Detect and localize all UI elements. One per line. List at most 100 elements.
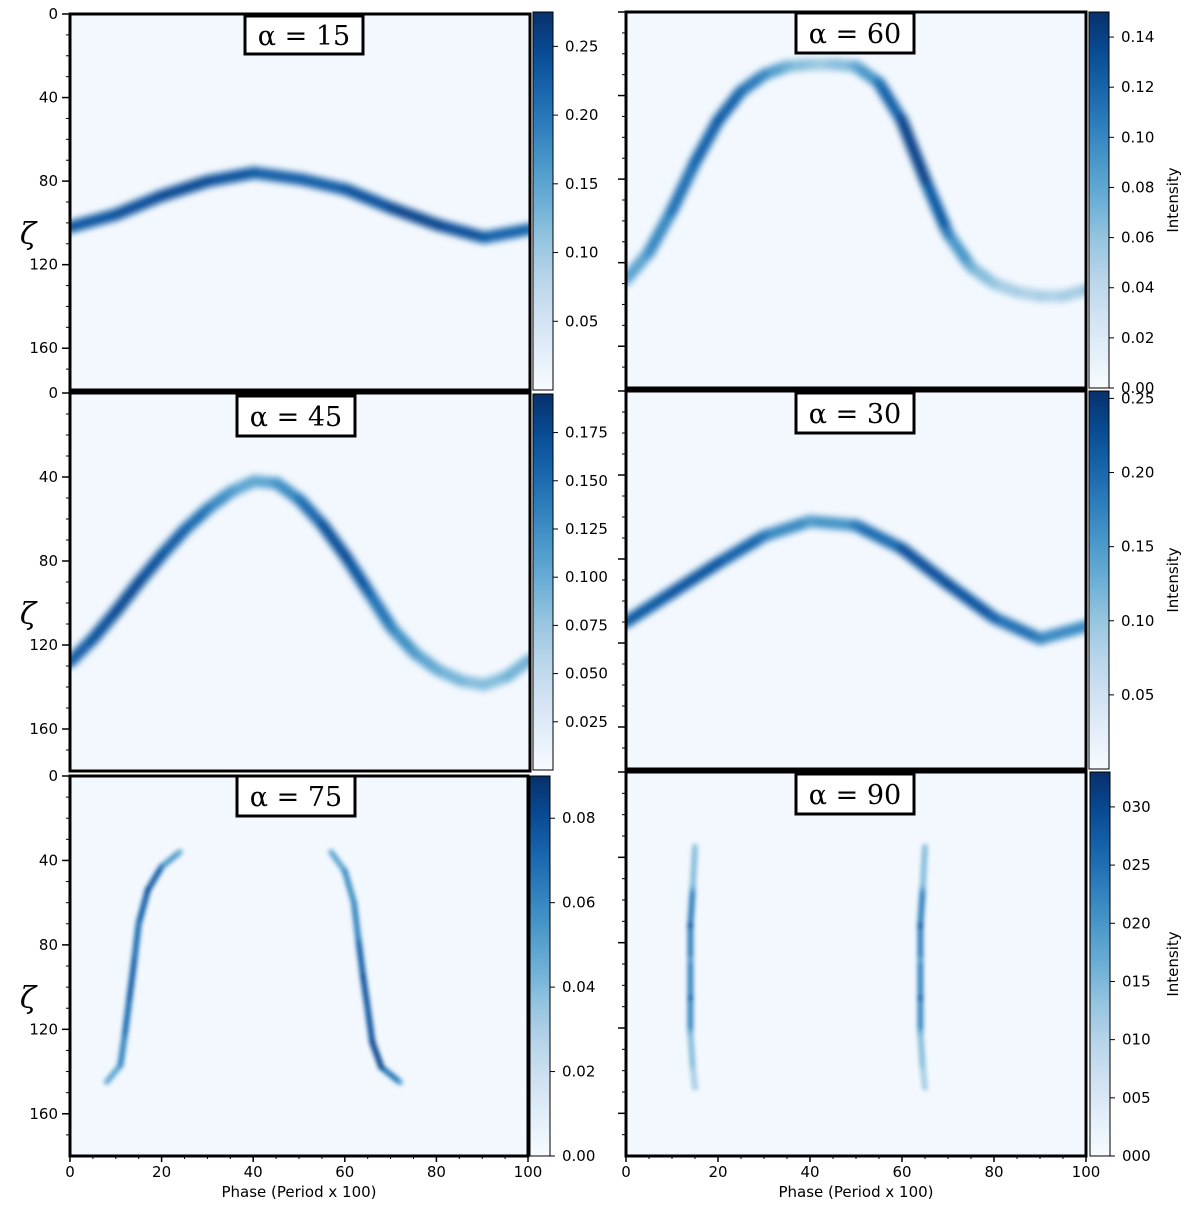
data-point	[144, 887, 151, 893]
x-tick-label: 20	[152, 1163, 171, 1181]
data-point	[295, 174, 305, 185]
band-segment	[103, 1062, 124, 1086]
band-segment	[432, 218, 490, 244]
band-segment	[643, 204, 678, 259]
data-point	[1058, 291, 1068, 302]
colorbar-tick-label: 0.00	[562, 1147, 595, 1165]
data-point	[126, 994, 133, 1001]
data-point	[1035, 291, 1045, 302]
band-segment	[70, 208, 122, 234]
data-point	[157, 190, 167, 201]
x-tick-label: 60	[335, 1163, 354, 1181]
band-segment	[126, 958, 138, 1001]
band-segment	[158, 849, 183, 870]
data-point	[687, 995, 694, 1002]
data-point	[456, 675, 466, 686]
data-point	[341, 551, 351, 562]
data-point	[922, 843, 928, 850]
colorbar-gradient	[532, 393, 554, 771]
data-point	[203, 503, 213, 514]
band-segment	[355, 937, 367, 980]
data-point	[1035, 633, 1045, 644]
y-tick-label: 0	[48, 767, 58, 785]
panel-1: 0 40 80 120 160 ζ α = 15 0.05 0.10 0.15 0.20 0.25	[20, 5, 598, 392]
y-axis-label: ζ	[20, 981, 38, 1016]
title-box	[794, 11, 916, 55]
x-tick-label: 20	[708, 1163, 727, 1181]
band-segment	[110, 576, 145, 618]
colorbar-tick-label: 0.02	[562, 1063, 595, 1081]
colorbar-tick-label: 0.100	[565, 568, 608, 586]
data-point	[341, 868, 348, 874]
y-tick-label: 160	[29, 1105, 58, 1123]
colorbar-tick-label: 025	[1122, 856, 1151, 874]
band-segment	[363, 586, 398, 635]
band-segment	[340, 550, 375, 599]
x-tick-label: 80	[984, 1163, 1003, 1181]
band-segment	[117, 1030, 128, 1069]
colorbar-tick-label: 0.08	[562, 809, 595, 827]
plot-background	[626, 12, 1086, 388]
band-segment	[121, 994, 133, 1037]
colorbar-tick-label: 0.150	[565, 472, 608, 490]
data-point	[369, 1039, 376, 1045]
y-tick-label: 120	[29, 1020, 58, 1038]
data-point	[805, 516, 815, 527]
colorbar-tick-label: 0.08	[1121, 178, 1154, 196]
panel-2: α = 60 0.00 0.02 0.04 0.06 0.08 0.10 0.12 0.14 In…	[618, 10, 1182, 397]
band-segment	[248, 166, 306, 186]
colorbar-gradient	[529, 775, 551, 1157]
colorbar-tick-label: 0.10	[1121, 128, 1154, 146]
title-box	[235, 774, 357, 818]
data-point	[433, 219, 443, 230]
band-segment	[687, 1029, 696, 1070]
colorbar-tick-label: 0.10	[1121, 612, 1154, 630]
plot-background	[626, 772, 1086, 1156]
data-point	[479, 232, 489, 243]
data-point	[328, 849, 335, 855]
colorbar-tick-label: 0.04	[562, 978, 595, 996]
band-segment	[202, 166, 260, 188]
title-box	[243, 14, 365, 56]
band-segment	[687, 886, 696, 929]
data-point	[687, 956, 694, 963]
data-point	[111, 606, 121, 617]
y-tick-label: 80	[39, 172, 58, 190]
data-point	[689, 1063, 696, 1070]
colorbar-tick-label: 0.15	[565, 175, 598, 193]
data-point	[851, 520, 861, 531]
colorbar: 0.05 0.10 0.15 0.20 0.25	[532, 11, 598, 391]
band-segment	[919, 1063, 928, 1091]
colorbar-tick-label: 0.14	[1121, 28, 1154, 46]
band-segment	[712, 85, 747, 127]
x-tick-label: 0	[65, 1163, 75, 1181]
data-point	[249, 167, 259, 178]
colorbar-tick-label: 0.06	[562, 894, 595, 912]
data-point	[874, 78, 884, 89]
data-point	[692, 1084, 698, 1091]
y-axis-label: ζ	[20, 597, 38, 632]
panel-5: 0 40 80 120 160 0 20 40 60 80 100 Phase (Period x 1…	[20, 767, 596, 1201]
colorbar: 0.00 0.02 0.04 0.06 0.08 0.10 0.12 0.14 Intensit…	[1088, 11, 1182, 397]
data-point	[966, 261, 976, 272]
band-segment	[758, 515, 816, 542]
data-point	[111, 209, 121, 220]
band-segment	[804, 515, 862, 532]
colorbar-tick-label: 0.025	[565, 713, 608, 731]
band-segment	[666, 557, 724, 599]
colorbar-tick-label: 0.20	[1121, 464, 1154, 482]
data-point	[158, 863, 165, 870]
data-point	[135, 920, 142, 927]
chart-title: α = 75	[250, 782, 342, 813]
data-point	[134, 577, 144, 587]
data-point	[897, 543, 907, 554]
colorbar-gradient	[1088, 390, 1110, 770]
intensity-band-1	[103, 849, 183, 1086]
colorbar-label: Intensity	[1164, 167, 1182, 232]
colorbar-tick-label: 0.00	[1121, 379, 1154, 397]
data-point	[989, 612, 999, 623]
intensity-band-1	[687, 843, 698, 1091]
band-segment	[350, 899, 362, 944]
